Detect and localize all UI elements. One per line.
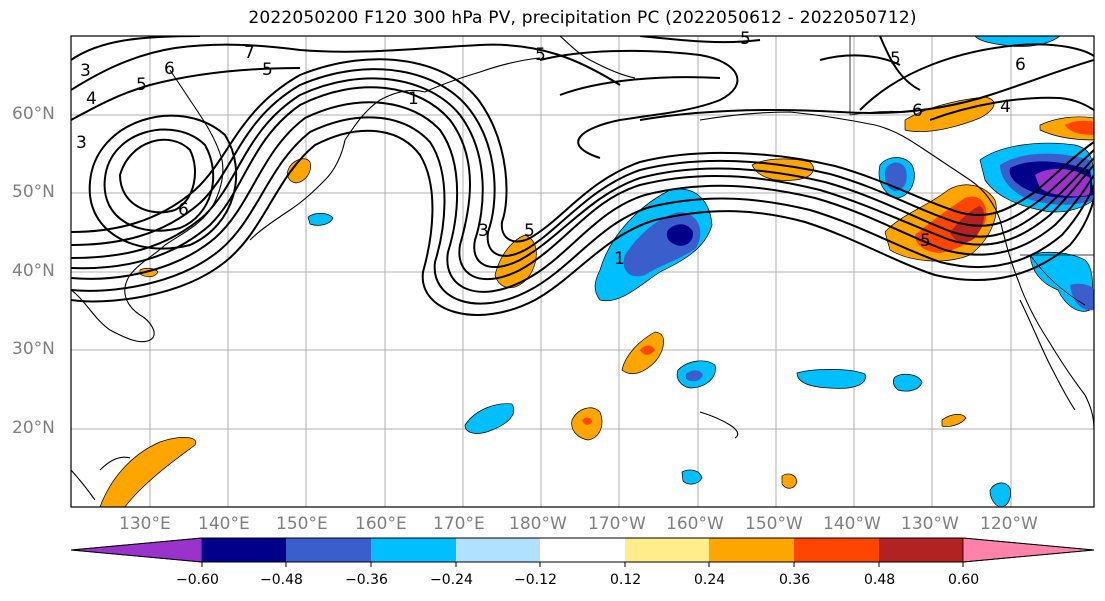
lon-label: 160°W xyxy=(666,514,724,534)
map-title: 2022050200 F120 300 hPa PV, precipitatio… xyxy=(248,8,917,28)
colorbar-label: −0.36 xyxy=(345,572,388,588)
precip-blob-subtropic-4 xyxy=(892,373,923,392)
contour-label: 5 xyxy=(535,45,546,65)
colorbar-label: 0.36 xyxy=(779,572,811,588)
contour-label: 5 xyxy=(262,60,273,80)
precip-shading xyxy=(99,36,1094,507)
contour-label: 1 xyxy=(408,89,419,109)
contour-label: 5 xyxy=(136,75,147,95)
lon-label: 180°W xyxy=(509,514,567,534)
precip-blob-subtropic-6-core xyxy=(582,417,592,425)
colorbar-label: −0.60 xyxy=(176,572,219,588)
lat-label: 50°N xyxy=(12,182,55,202)
lat-label: 40°N xyxy=(12,261,55,281)
colorbar-segment xyxy=(709,538,794,562)
precip-blob-subtropic-5 xyxy=(464,403,515,434)
contour-label: 4 xyxy=(86,89,97,109)
contour-label: 6 xyxy=(164,59,175,79)
contour-label: 3 xyxy=(80,61,91,81)
precip-blob-midpac-tiny xyxy=(781,473,798,489)
lon-label: 150°W xyxy=(745,514,803,534)
colorbar-label: −0.12 xyxy=(514,572,557,588)
precip-blob-subtropic-3 xyxy=(796,369,866,389)
lon-label: 150°E xyxy=(276,514,328,534)
precip-blob-central-pacific-core xyxy=(666,224,694,246)
contour-label: 7 xyxy=(244,43,255,63)
precip-blob-canada-east-core xyxy=(1065,120,1094,135)
pv-contours xyxy=(71,36,1094,316)
precip-blob-gulf-alaska-core xyxy=(884,162,907,192)
precip-blob-east-tropic-2 xyxy=(941,414,967,427)
lon-label: 170°E xyxy=(433,514,485,534)
contour-labels: 7 5 6 3 4 5 6 1 5 5 6 3 5 1 5 6 4 5 3 xyxy=(76,29,1026,269)
colorbar-label: 0.12 xyxy=(610,572,642,588)
colorbar-segment xyxy=(202,538,286,562)
contour-label: 6 xyxy=(178,200,189,220)
colorbar-label: −0.48 xyxy=(260,572,303,588)
colorbar-segment xyxy=(371,538,456,562)
precip-blob-japan xyxy=(287,158,311,184)
contour-label: 5 xyxy=(740,29,751,49)
colorbar xyxy=(70,537,1095,567)
colorbar-label: 0.48 xyxy=(864,572,896,588)
colorbar-label: 0.60 xyxy=(948,572,980,588)
lat-label: 60°N xyxy=(12,104,55,124)
colorbar-label: −0.24 xyxy=(430,572,473,588)
political-borders xyxy=(849,36,1094,306)
lon-label: 130°W xyxy=(901,514,959,534)
lon-label: 130°E xyxy=(119,514,171,534)
map-frame xyxy=(70,35,1095,508)
precip-blob-east-tropic xyxy=(989,482,1011,507)
precip-blob-sw-us-core xyxy=(1070,283,1094,311)
contour-label: 5 xyxy=(920,231,931,251)
lat-label: 30°N xyxy=(12,339,55,359)
lon-label: 120°W xyxy=(980,514,1038,534)
precip-blob-sw-corner xyxy=(99,437,197,507)
contour-label: 5 xyxy=(524,221,535,241)
lon-label: 140°E xyxy=(198,514,250,534)
lon-label: 170°W xyxy=(588,514,646,534)
colorbar-segment xyxy=(879,538,963,562)
contour-label: 4 xyxy=(1000,97,1011,117)
lat-label: 20°N xyxy=(12,418,55,438)
contour-label: 5 xyxy=(890,49,901,69)
contour-label: 3 xyxy=(76,133,87,153)
precip-blob-subtropic-1-core xyxy=(640,345,655,355)
precip-blob-subtropic-2-core xyxy=(686,370,703,382)
colorbar-segment xyxy=(625,538,709,562)
contour-label: 6 xyxy=(1015,55,1026,75)
precip-blob-hawaii-south xyxy=(681,469,703,485)
precip-blob-kuril xyxy=(307,213,334,226)
colorbar-segment xyxy=(962,537,1095,563)
contour-label: 6 xyxy=(912,101,923,121)
contour-label: 3 xyxy=(478,221,489,241)
colorbar-segment xyxy=(794,538,879,562)
colorbar-segment xyxy=(70,537,203,563)
colorbar-segment xyxy=(456,538,540,562)
colorbar-segment xyxy=(286,538,371,562)
lon-label: 140°W xyxy=(823,514,881,534)
contour-label: 1 xyxy=(614,249,625,269)
colorbar-segment xyxy=(540,538,625,562)
colorbar-label: 0.24 xyxy=(694,572,726,588)
lon-label: 160°E xyxy=(355,514,407,534)
